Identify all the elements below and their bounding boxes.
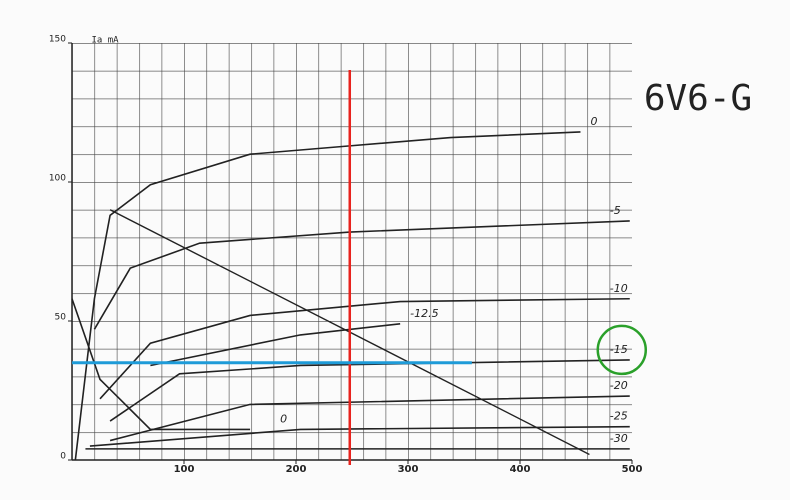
curve <box>93 220 630 330</box>
x-tick-label: 400 <box>510 464 531 475</box>
y-axis-label: Ia mA <box>91 36 119 46</box>
x-tick-label: 200 <box>286 464 307 475</box>
grid <box>72 43 632 460</box>
x-tick-label: 500 <box>622 464 643 475</box>
curve-label: -25 <box>610 410 628 423</box>
y-tick-label: 0 <box>60 452 66 462</box>
curve <box>71 298 251 431</box>
curve <box>109 395 630 442</box>
curve <box>150 322 401 367</box>
curve-label: -5 <box>610 204 621 217</box>
y-tick-label: 100 <box>49 174 66 184</box>
y-tick-label: 150 <box>49 35 66 45</box>
x-tick-label: 300 <box>398 464 419 475</box>
curve-label: -30 <box>610 432 628 445</box>
curve <box>74 131 581 461</box>
highlight-circle <box>596 324 648 376</box>
curve-label: -15 <box>610 343 628 356</box>
curve-label: 0 <box>280 412 287 425</box>
y-tick-label: 50 <box>55 313 67 323</box>
curve-label: 0 <box>590 115 597 128</box>
curve-label: -12.5 <box>410 307 438 320</box>
chart-title: 6V6-G <box>644 78 752 119</box>
curve <box>89 425 630 447</box>
curve-label: -10 <box>610 282 628 295</box>
x-tick-label: 100 <box>174 464 195 475</box>
curve-label: -20 <box>610 379 628 392</box>
